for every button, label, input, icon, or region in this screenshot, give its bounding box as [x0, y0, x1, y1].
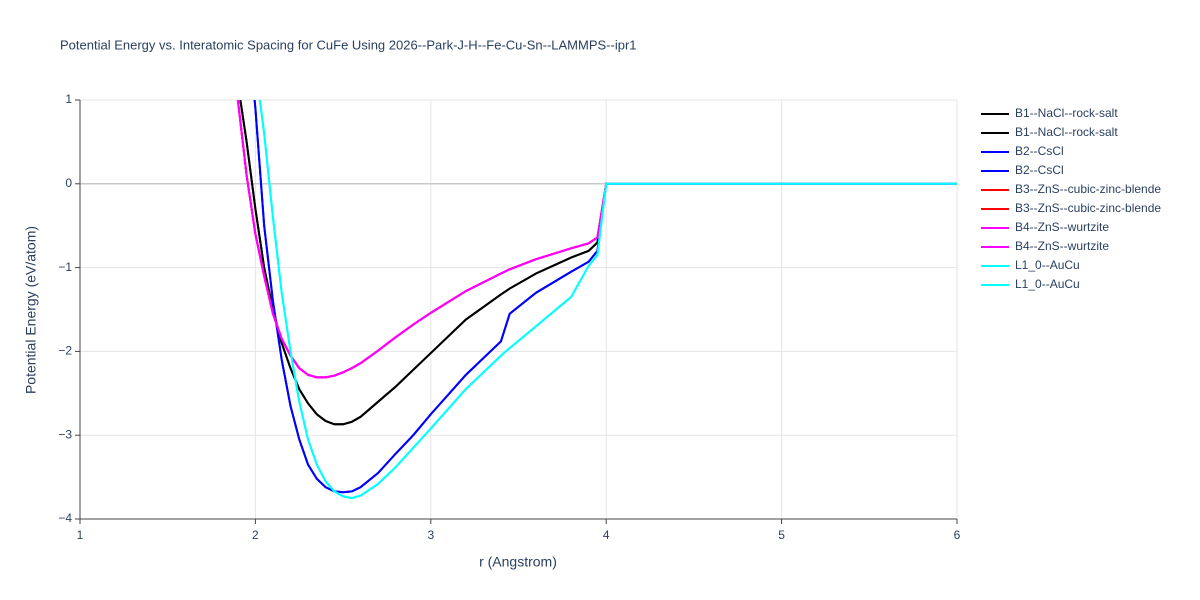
series-line: [236, 100, 957, 379]
x-tick-label: 6: [954, 528, 961, 542]
y-tick-label: −3: [58, 427, 72, 441]
plot-area: [236, 100, 957, 500]
x-tick-label: 2: [252, 528, 259, 542]
y-axis-label: Potential Energy (eV/atom): [23, 226, 39, 394]
y-tick-label: −1: [58, 260, 72, 274]
legend-label: L1_0--AuCu: [1015, 277, 1080, 291]
y-tick-label: −4: [58, 511, 72, 525]
legend-label: B2--CsCl: [1015, 144, 1064, 158]
y-tick-label: 0: [65, 176, 72, 190]
x-tick-label: 1: [77, 528, 84, 542]
legend-label: L1_0--AuCu: [1015, 258, 1080, 272]
series-line: [253, 100, 957, 494]
legend-label: B4--ZnS--wurtzite: [1015, 239, 1109, 253]
grid: [79, 99, 958, 520]
legend-label: B1--NaCl--rock-salt: [1015, 106, 1118, 120]
y-tick-label: −2: [58, 344, 72, 358]
x-tick-label: 3: [427, 528, 434, 542]
legend-label: B3--ZnS--cubic-zinc-blende: [1015, 201, 1161, 215]
legend: B1--NaCl--rock-salt B1--NaCl--rock-salt B2…: [981, 106, 1161, 291]
x-tick-label: 4: [603, 528, 610, 542]
legend-label: B1--NaCl--rock-salt: [1015, 125, 1118, 139]
legend-label: B2--CsCl: [1015, 163, 1064, 177]
x-tick-label: 5: [778, 528, 785, 542]
legend-label: B3--ZnS--cubic-zinc-blende: [1015, 182, 1161, 196]
y-tick-label: 1: [65, 92, 72, 106]
x-axis-label: r (Angstrom): [479, 554, 557, 570]
series-line: [258, 100, 957, 500]
legend-label: B4--ZnS--wurtzite: [1015, 220, 1109, 234]
chart-title: Potential Energy vs. Interatomic Spacing…: [60, 37, 637, 52]
